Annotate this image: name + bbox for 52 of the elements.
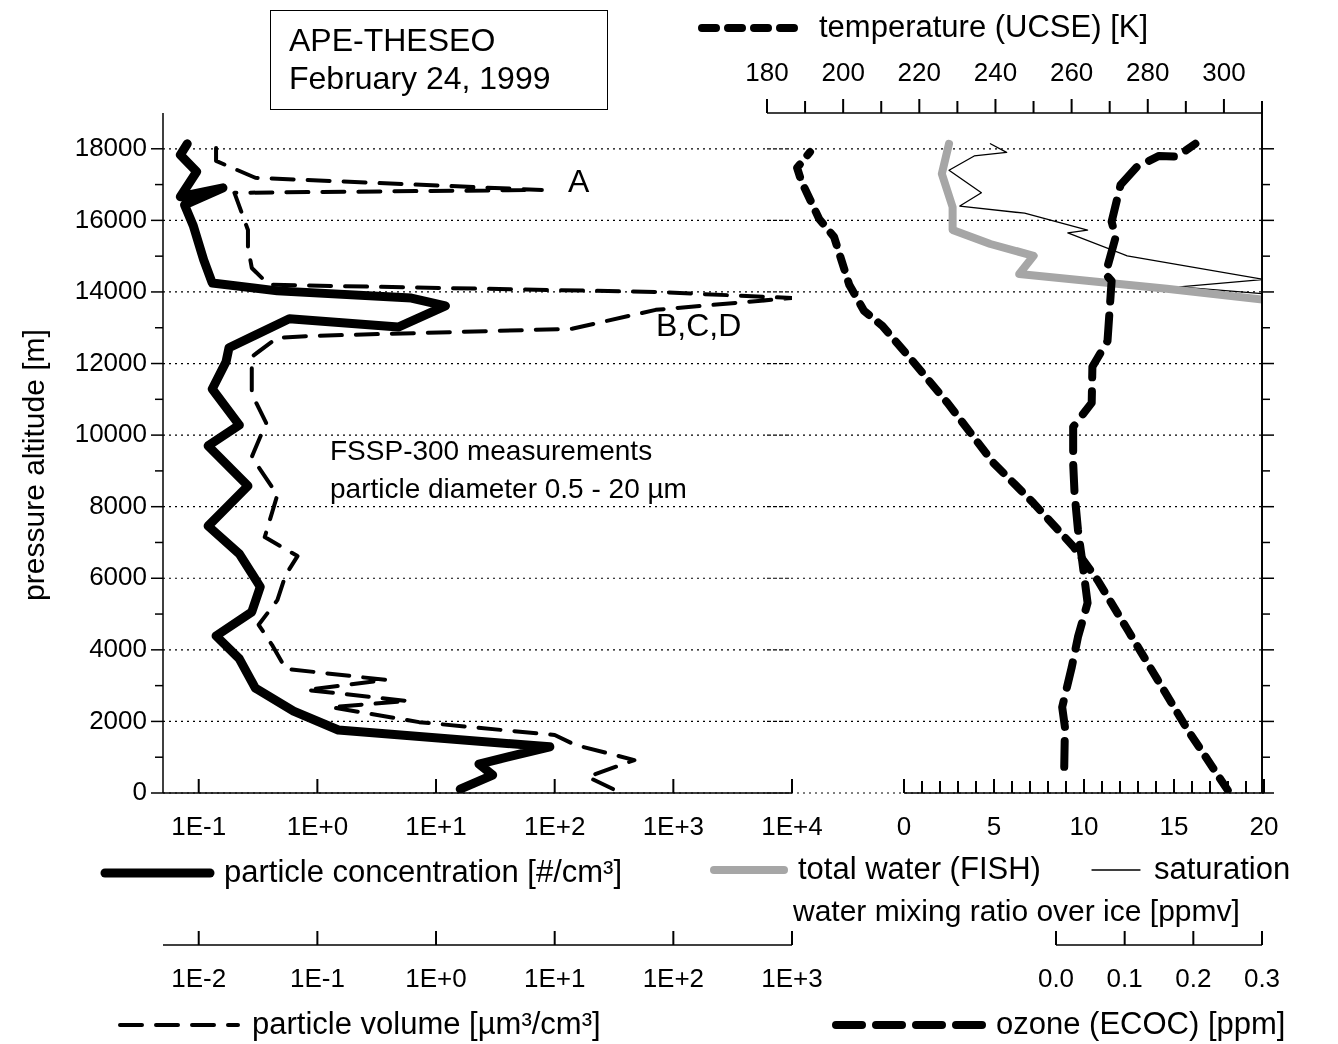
legend-label: particle concentration [#/cm³] xyxy=(224,853,623,889)
y-tick-label: 6000 xyxy=(89,561,147,592)
x-axis-title: water mixing ratio over ice [ppmv] xyxy=(792,894,1240,928)
x-tick-label: 280 xyxy=(1126,57,1170,88)
legend-label: particle volume [µm³/cm³] xyxy=(252,1005,601,1041)
y-tick-label: 4000 xyxy=(89,633,147,664)
legend-label: ozone (ECOC) [ppm] xyxy=(996,1005,1286,1041)
x-tick-label: 1E+4 xyxy=(761,811,823,842)
x-tick-label: 1E+3 xyxy=(761,963,823,994)
x-tick-label: 0.3 xyxy=(1243,963,1281,994)
x-tick-label: 10 xyxy=(1069,811,1099,842)
y-tick-label: 8000 xyxy=(89,489,147,520)
x-tick-label: 240 xyxy=(973,57,1018,88)
y-tick-label: 14000 xyxy=(74,275,147,306)
x-tick-label: 1E-1 xyxy=(171,811,227,842)
legend-label: total water (FISH) xyxy=(798,850,1041,886)
x-tick-label: 0.2 xyxy=(1175,963,1212,994)
x-tick-label: 200 xyxy=(821,57,865,88)
x-tick-label: 1E+2 xyxy=(642,963,705,994)
legend-label: saturation xyxy=(1154,850,1291,886)
x-tick-label: 1E-2 xyxy=(171,963,227,994)
y-tick-label: 18000 xyxy=(74,131,147,162)
x-tick-label: 180 xyxy=(745,57,789,88)
x-tick-label: 0.0 xyxy=(1037,963,1075,994)
y-tick-label: 12000 xyxy=(74,346,147,377)
annotation: FSSP-300 measurements xyxy=(330,434,653,466)
x-tick-label: 300 xyxy=(1202,57,1246,88)
annotation: A xyxy=(568,162,590,199)
x-tick-label: 20 xyxy=(1249,811,1279,842)
x-tick-label: 260 xyxy=(1049,57,1094,88)
y-tick-label: 16000 xyxy=(74,203,147,234)
y-tick-label: 10000 xyxy=(74,418,147,449)
x-tick-label: 1E+0 xyxy=(405,963,467,994)
annotation: particle diameter 0.5 - 20 µm xyxy=(330,472,687,504)
x-tick-label: 15 xyxy=(1159,811,1189,842)
y-axis-title: pressure altitude [m] xyxy=(17,329,51,601)
x-tick-label: 1E+1 xyxy=(405,811,467,842)
chart-subtitle: February 24, 1999 xyxy=(289,59,552,97)
x-tick-label: 0 xyxy=(896,811,912,842)
y-tick-label: 0 xyxy=(132,776,147,807)
x-tick-label: 1E+0 xyxy=(286,811,349,842)
x-tick-label: 1E-1 xyxy=(289,963,345,994)
y-tick-label: 2000 xyxy=(89,704,147,735)
x-tick-label: 220 xyxy=(897,57,941,88)
x-tick-label: 1E+2 xyxy=(523,811,586,842)
legend-label: temperature (UCSE) [K] xyxy=(819,8,1149,44)
x-tick-label: 1E+3 xyxy=(642,811,705,842)
chart-title: APE-THESEO xyxy=(289,21,497,59)
x-tick-label: 0.1 xyxy=(1106,963,1143,994)
annotation: B,C,D xyxy=(656,306,742,343)
x-tick-label: 5 xyxy=(986,811,1002,842)
x-tick-label: 1E+1 xyxy=(523,963,586,994)
